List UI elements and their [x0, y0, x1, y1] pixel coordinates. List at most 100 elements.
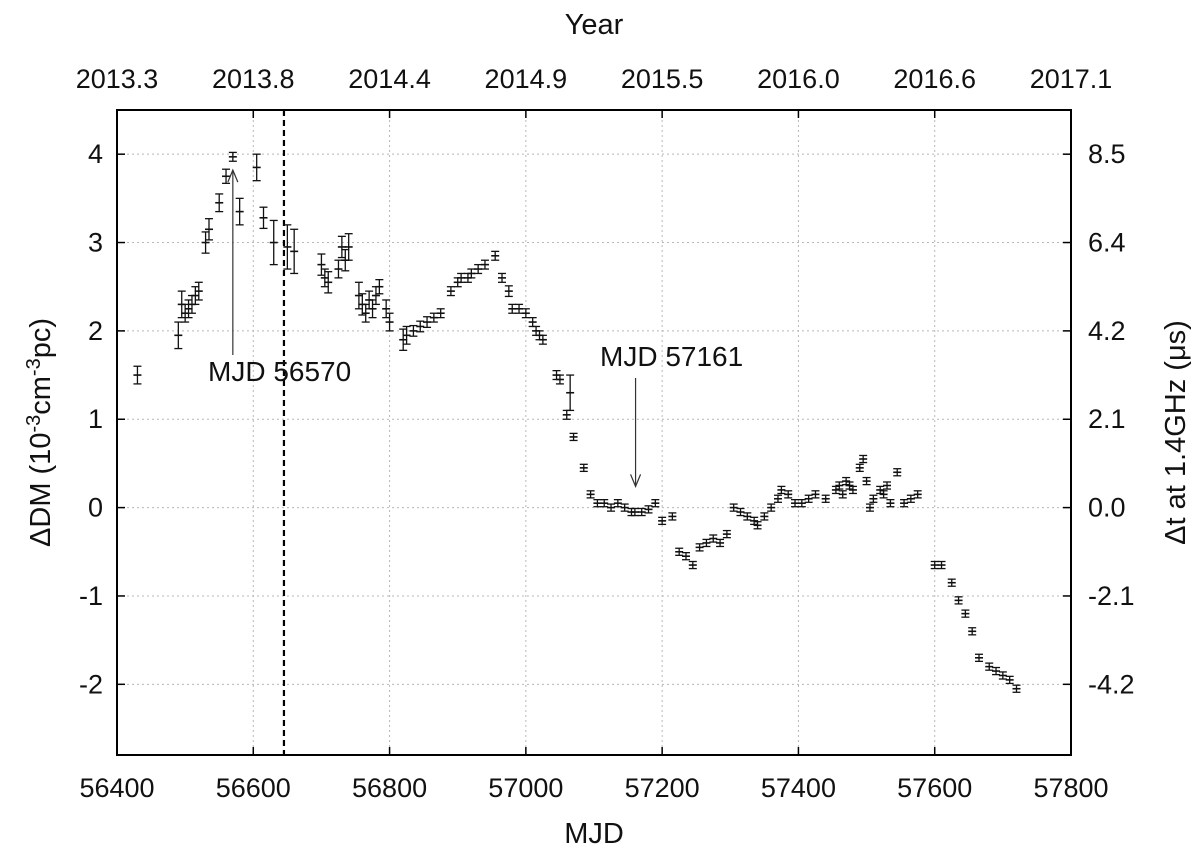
data-point	[736, 507, 745, 517]
data-point	[569, 432, 578, 442]
data-point	[181, 303, 190, 323]
x-tick-label: 57600	[897, 773, 972, 803]
y-tick-label: 1	[88, 404, 103, 434]
data-point	[702, 538, 711, 548]
x-tick-label: 57200	[625, 773, 700, 803]
data-point	[937, 560, 946, 570]
data-point	[385, 312, 394, 332]
data-point	[508, 303, 517, 314]
data-point	[399, 328, 408, 351]
data-point	[538, 334, 547, 345]
data-point	[467, 268, 476, 279]
data-point	[259, 206, 268, 230]
data-point	[992, 666, 1001, 676]
data-point	[913, 490, 922, 499]
right-tick-label: -4.2	[1088, 669, 1135, 699]
right-tick-label: 4.2	[1088, 316, 1126, 346]
data-point	[743, 512, 752, 521]
data-point	[334, 259, 343, 279]
data-point	[201, 231, 210, 254]
annotation-arrowhead-1	[227, 168, 239, 183]
data-point	[184, 299, 193, 319]
data-point	[750, 516, 759, 526]
data-point	[668, 512, 677, 521]
x-axis-title: MJD	[564, 818, 624, 850]
data-point	[985, 662, 994, 671]
data-point	[607, 503, 616, 512]
data-point	[382, 299, 391, 319]
data-point	[797, 499, 806, 508]
annotation-arrowhead-2	[630, 474, 642, 488]
data-point	[317, 253, 326, 276]
data-point	[613, 499, 622, 508]
data-point	[344, 233, 353, 261]
data-point	[975, 653, 984, 662]
data-point	[791, 499, 800, 508]
data-point	[429, 312, 438, 323]
annotation-label-1: MJD 56570	[208, 356, 351, 387]
data-point	[252, 153, 261, 182]
data-point	[658, 516, 667, 526]
data-point	[879, 490, 888, 499]
data-point	[194, 281, 203, 301]
axis-ticks: 56400 56600 56800 57000 57200 57400 57600 57800…	[76, 64, 1135, 803]
data-point	[409, 324, 418, 337]
annotation-label-2: MJD 57161	[600, 341, 743, 372]
y-tick-label: 4	[88, 139, 103, 169]
data-point	[521, 308, 530, 319]
data-point	[998, 671, 1007, 680]
data-point	[886, 499, 895, 508]
data-point	[579, 463, 588, 473]
y-tick-label: -2	[79, 669, 103, 699]
data-point	[402, 325, 411, 345]
right-tick-label: 8.5	[1088, 139, 1126, 169]
data-point	[716, 538, 725, 548]
data-point	[593, 499, 602, 508]
data-point	[954, 596, 963, 605]
data-point	[760, 512, 769, 521]
data-point	[491, 250, 500, 261]
top-tick-label: 2015.5	[621, 64, 704, 94]
data-point	[600, 499, 609, 508]
right-tick-label: 6.4	[1088, 228, 1126, 258]
data-point	[644, 505, 653, 514]
x-tick-label: 57400	[761, 773, 836, 803]
data-point	[773, 494, 782, 503]
data-point	[947, 578, 956, 587]
data-point	[174, 321, 183, 350]
data-point	[855, 463, 864, 473]
data-point	[681, 552, 690, 561]
data-point	[133, 365, 142, 385]
data-point	[204, 218, 213, 241]
data-point	[436, 308, 445, 319]
data-point	[222, 168, 231, 184]
top-tick-label: 2016.0	[757, 64, 840, 94]
data-point	[835, 481, 844, 490]
right-tick-label: -2.1	[1088, 581, 1135, 611]
data-point	[688, 560, 697, 570]
data-point	[480, 259, 489, 270]
data-point	[515, 303, 524, 314]
data-point	[961, 609, 970, 618]
x-tick-label: 56400	[79, 773, 154, 803]
data-point	[324, 271, 333, 294]
data-point	[848, 485, 857, 495]
data-point	[784, 490, 793, 499]
data-point	[361, 303, 370, 323]
y-axis-title: ΔDM (10-3cm-3pc)	[23, 318, 57, 547]
data-point	[869, 494, 878, 503]
top-tick-label: 2014.9	[485, 64, 568, 94]
data-point	[1005, 675, 1014, 685]
data-point	[586, 490, 595, 499]
data-point	[1012, 684, 1021, 693]
grid	[117, 110, 1071, 755]
data-point	[215, 193, 224, 213]
annotations: MJD 56570 MJD 57161	[208, 168, 743, 488]
plot-frame	[116, 109, 1072, 756]
data-point	[368, 299, 377, 319]
data-point	[968, 627, 977, 636]
data-point	[498, 272, 507, 283]
right-axis-title: Δt at 1.4GHz (μs)	[1160, 320, 1192, 545]
data-point	[269, 219, 278, 266]
y-tick-label: 0	[88, 493, 103, 523]
